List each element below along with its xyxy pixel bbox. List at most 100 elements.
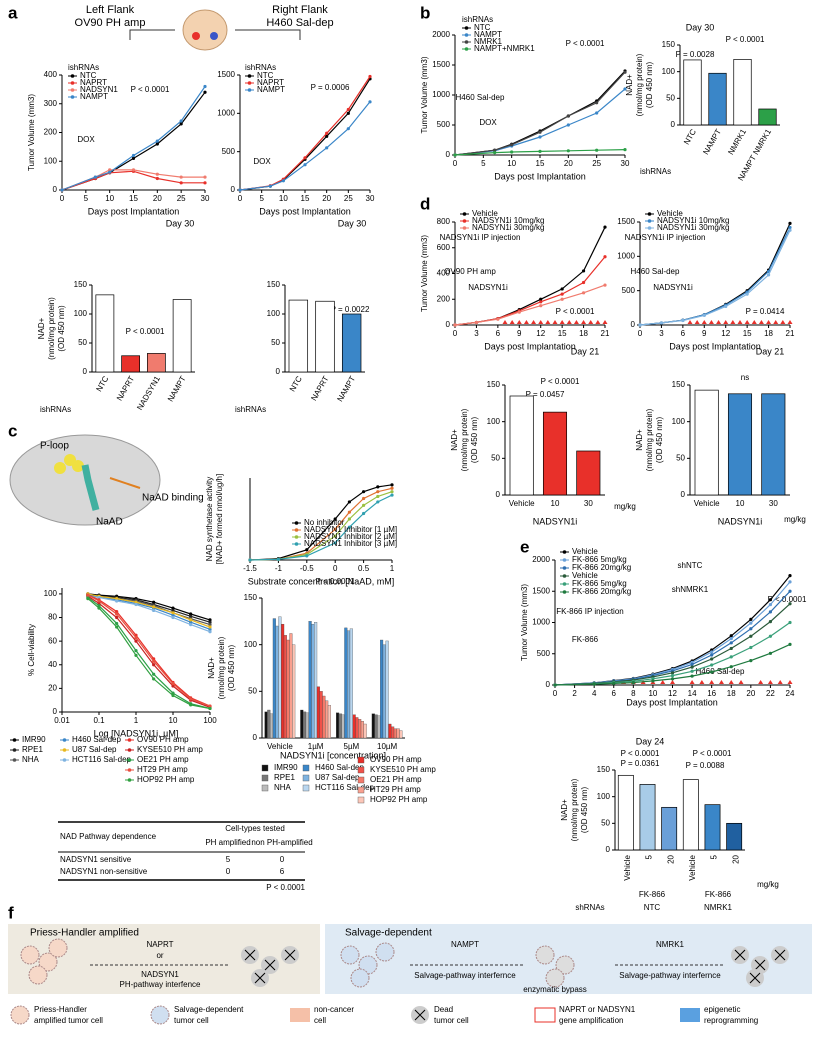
data-point xyxy=(108,168,112,172)
legend-marker xyxy=(462,212,467,216)
data-point xyxy=(171,684,175,688)
x-tick-label: 5 xyxy=(84,194,89,203)
data-point xyxy=(189,618,193,622)
table-header: Cell-types tested xyxy=(225,824,285,833)
data-point xyxy=(134,648,138,653)
data-point xyxy=(670,674,675,678)
data-point xyxy=(152,608,156,613)
legend-marker xyxy=(127,738,132,742)
bar xyxy=(704,804,721,851)
table-cell: 0 xyxy=(280,855,285,864)
bar xyxy=(121,355,140,373)
annotation: P = 0.0361 xyxy=(621,759,660,768)
legend-marker xyxy=(562,558,567,562)
x-tick-label: 15 xyxy=(536,159,545,168)
x-tick-label: 10µM xyxy=(377,742,398,751)
dead-cross xyxy=(284,949,296,961)
legend-text: NAPRT or NADSYN1 xyxy=(559,1005,636,1014)
bar xyxy=(325,700,329,739)
y-tick-label: 150 xyxy=(597,765,611,774)
legend-marker xyxy=(294,528,299,532)
x-tick-label: 20 xyxy=(746,689,755,698)
table-cell: NADSYN1 non-sensitive xyxy=(60,867,148,876)
series-line xyxy=(249,484,393,561)
legend-marker xyxy=(294,521,299,525)
bar xyxy=(399,730,403,739)
legend-swatch xyxy=(302,774,310,782)
data-point xyxy=(281,179,285,183)
x-tick-label: 5 xyxy=(259,194,264,203)
injection-marker xyxy=(523,320,529,324)
data-point xyxy=(612,681,616,685)
bypass-cell xyxy=(535,945,555,965)
table-cell: 0 xyxy=(226,867,231,876)
annotation: NTC xyxy=(644,903,661,912)
legend-text: NMRK1 xyxy=(474,37,503,46)
data-point xyxy=(97,601,101,605)
legend-marker xyxy=(127,768,132,772)
data-point xyxy=(152,659,156,663)
data-point xyxy=(189,620,193,624)
flank-label: Right Flank xyxy=(272,4,328,16)
legend-text: NADSYN1 xyxy=(80,85,118,94)
injection-marker xyxy=(787,680,793,684)
legend-text: amplified tumor cell xyxy=(34,1016,103,1025)
data-point xyxy=(203,90,207,94)
x-tick-label: 100 xyxy=(203,716,217,725)
model-label: OV90 PH amp xyxy=(75,17,146,29)
data-point xyxy=(362,503,366,507)
x-tick-label: 3 xyxy=(659,329,664,338)
y-tick-label: 50 xyxy=(601,818,610,827)
injection-marker xyxy=(777,680,783,684)
injection-marker xyxy=(737,320,743,324)
data-point xyxy=(189,623,193,627)
data-point xyxy=(724,304,728,309)
data-point xyxy=(749,617,753,621)
injection-marker xyxy=(758,320,764,324)
dead-cross xyxy=(749,972,761,984)
data-point xyxy=(115,597,119,601)
data-point xyxy=(788,589,792,593)
data-point xyxy=(93,175,97,179)
y-axis-label: (OD 450 nm) xyxy=(645,62,654,109)
legend-swatch xyxy=(302,764,310,772)
annotation: P = 0.0088 xyxy=(686,761,725,770)
data-point xyxy=(152,677,156,681)
series-line xyxy=(87,596,211,710)
x-tick-label: 6 xyxy=(681,329,686,338)
legend-text: NTC xyxy=(474,23,491,32)
legend-text: HCT116 Sal-dep xyxy=(315,783,375,792)
x-tick-label: 12 xyxy=(668,689,677,698)
bar xyxy=(761,393,786,496)
annotation: mg/kg xyxy=(614,502,636,511)
data-point xyxy=(303,163,307,167)
data-point xyxy=(595,148,599,152)
x-tick-label: 2 xyxy=(572,689,577,698)
y-tick-label: 40 xyxy=(48,660,57,669)
data-point xyxy=(333,534,337,538)
injection-marker xyxy=(716,320,722,324)
series-line xyxy=(87,595,211,708)
annotation: DOX xyxy=(253,157,271,166)
x-axis-label: NADSYN1i xyxy=(533,516,578,526)
y-axis-label: NAD+ xyxy=(207,657,216,679)
x-tick-label: 16 xyxy=(707,689,716,698)
data-point xyxy=(631,680,635,685)
y-axis-label: (nmol/mg protein) xyxy=(635,53,644,116)
y-axis-label: (nmol/mg protein) xyxy=(460,408,469,471)
x-tick-label: -0.5 xyxy=(300,564,314,573)
bar xyxy=(322,695,326,739)
series-line xyxy=(87,593,211,628)
injection-marker xyxy=(694,320,700,324)
pathway-label: NAMPT xyxy=(451,940,479,949)
dead-cross xyxy=(254,972,266,984)
bypass-cell xyxy=(555,955,575,975)
y-axis-label: Tumor Volume (mm3) xyxy=(420,56,429,133)
pathway-label: NADSYN1 xyxy=(141,970,179,979)
data-point xyxy=(115,599,119,603)
data-point xyxy=(538,149,542,153)
x-tick-label: 4 xyxy=(592,689,597,698)
bar xyxy=(347,630,351,739)
annotation: mg/kg xyxy=(784,515,806,524)
legend-marker xyxy=(464,40,469,44)
